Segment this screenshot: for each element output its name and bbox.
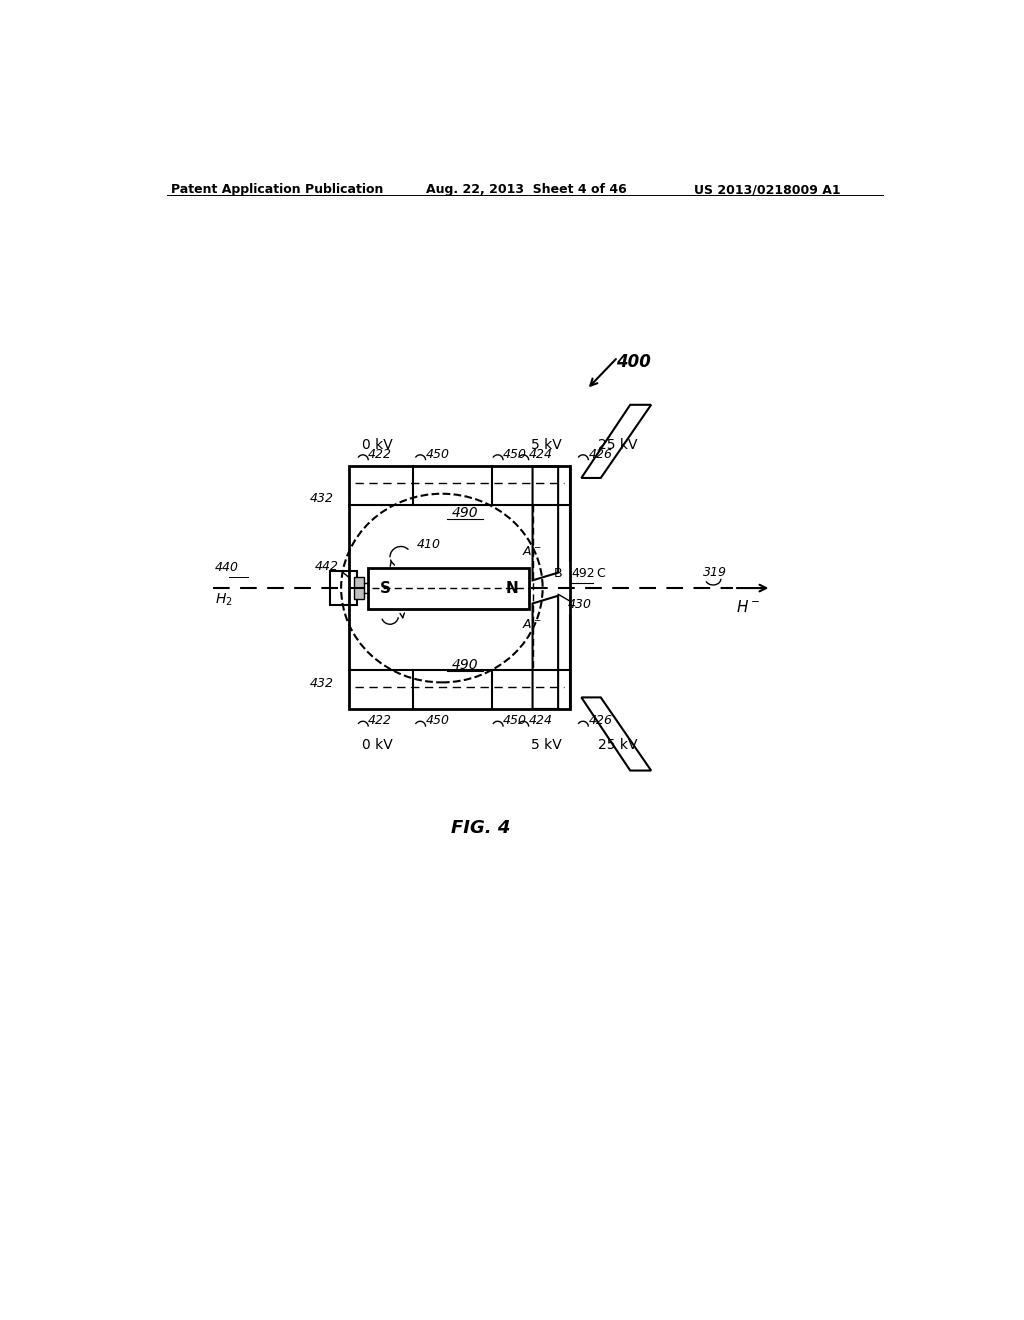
Text: 319: 319: [703, 566, 727, 579]
Bar: [330, 572, 356, 605]
Text: $H^-$: $H^-$: [736, 599, 761, 615]
Text: 442: 442: [314, 560, 339, 573]
Text: 450: 450: [503, 714, 527, 727]
Text: 432: 432: [309, 492, 334, 506]
Text: 424: 424: [528, 447, 553, 461]
Text: 432: 432: [309, 677, 334, 690]
Text: 410: 410: [417, 539, 440, 552]
Text: Aug. 22, 2013  Sheet 4 of 46: Aug. 22, 2013 Sheet 4 of 46: [426, 183, 627, 197]
Text: 25 kV: 25 kV: [598, 438, 638, 451]
Text: 492: 492: [571, 568, 595, 581]
Text: 426: 426: [589, 714, 612, 727]
Text: 440: 440: [215, 561, 239, 574]
Text: 0 kV: 0 kV: [362, 438, 393, 451]
Text: 5 kV: 5 kV: [531, 738, 562, 752]
Bar: [369, 568, 529, 609]
Text: 25 kV: 25 kV: [598, 738, 638, 752]
Text: S: S: [380, 581, 391, 595]
Text: 400: 400: [616, 354, 651, 371]
Bar: [354, 577, 364, 599]
Text: A$^-$: A$^-$: [521, 618, 541, 631]
Text: 424: 424: [528, 714, 553, 727]
Text: A$^-$: A$^-$: [521, 545, 541, 557]
Text: B: B: [554, 568, 562, 581]
Text: 490: 490: [452, 659, 478, 672]
Text: 450: 450: [503, 447, 527, 461]
Text: FIG. 4: FIG. 4: [451, 820, 510, 837]
Text: US 2013/0218009 A1: US 2013/0218009 A1: [693, 183, 841, 197]
Text: N: N: [506, 581, 519, 595]
Bar: [349, 466, 569, 709]
Text: 450: 450: [426, 714, 450, 727]
Text: 430: 430: [568, 598, 592, 611]
Text: 5 kV: 5 kV: [531, 438, 562, 451]
Text: 422: 422: [369, 447, 392, 461]
Text: Patent Application Publication: Patent Application Publication: [171, 183, 383, 197]
Text: 422: 422: [369, 714, 392, 727]
Text: 0 kV: 0 kV: [362, 738, 393, 752]
Text: 426: 426: [589, 447, 612, 461]
Text: 450: 450: [426, 447, 450, 461]
Text: $H_2$: $H_2$: [215, 591, 232, 607]
Text: 490: 490: [452, 506, 478, 520]
Text: C: C: [596, 568, 605, 581]
